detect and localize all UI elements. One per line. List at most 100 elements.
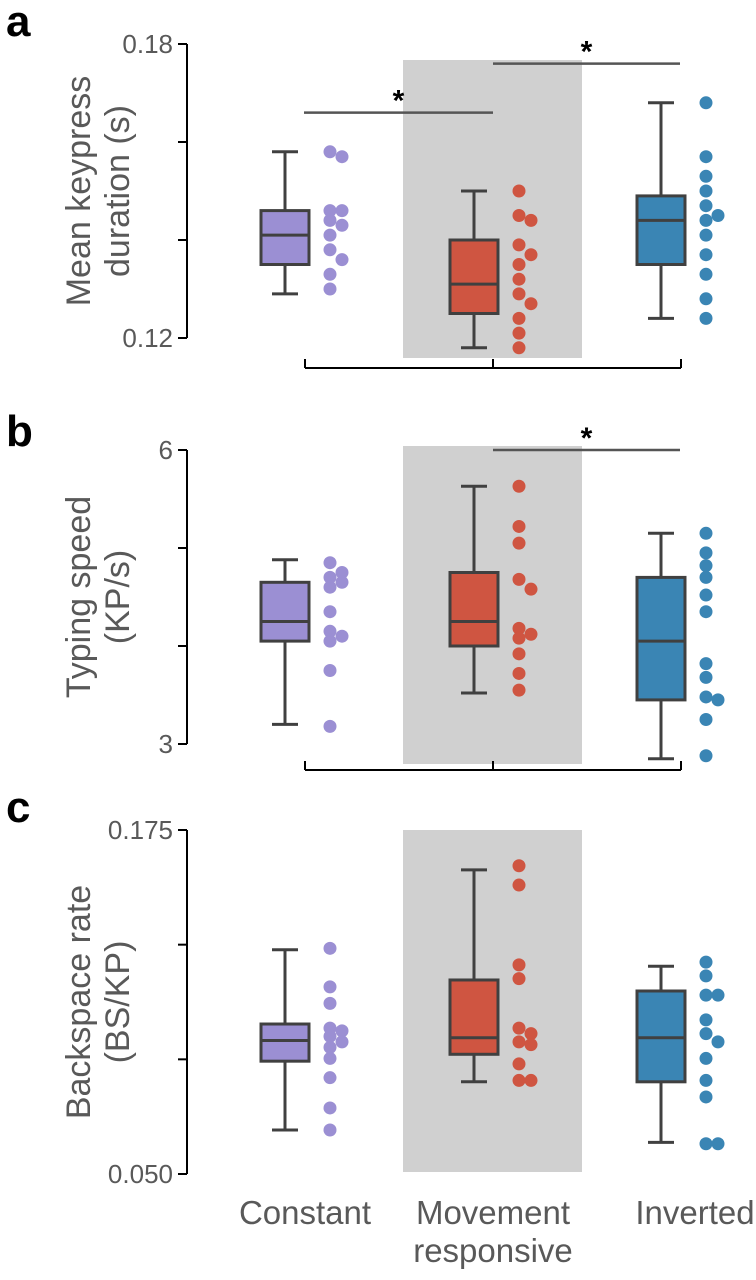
points-constant xyxy=(323,941,349,1137)
data-point xyxy=(335,575,349,589)
data-point xyxy=(699,1073,713,1087)
data-point xyxy=(512,972,526,986)
data-point xyxy=(699,169,713,183)
data-point xyxy=(323,1051,337,1065)
data-point xyxy=(699,1013,713,1027)
significance-star: * xyxy=(393,85,405,118)
panels: a 0.18 0.12 Mean keypressduration (s) * * b 6 3 T… xyxy=(6,0,725,1189)
data-point xyxy=(512,272,526,286)
data-point xyxy=(711,1035,725,1049)
data-point xyxy=(512,287,526,301)
data-point xyxy=(512,184,526,198)
data-point xyxy=(699,184,713,198)
data-point xyxy=(524,627,538,641)
panel-letter: b xyxy=(6,407,33,456)
data-point xyxy=(699,228,713,242)
y-axis-label: Typing speed(KP/s) xyxy=(60,496,137,698)
panel-a: a 0.18 0.12 Mean keypressduration (s) * * xyxy=(6,0,725,369)
data-point xyxy=(512,209,526,222)
data-point xyxy=(699,199,713,213)
box-movement xyxy=(448,189,500,350)
data-point xyxy=(323,980,337,994)
data-point xyxy=(699,605,713,619)
panel-b: b 6 3 Typing speed(KP/s) * xyxy=(6,407,725,771)
panel-c: c 0.175 0.050 Backspace rate(BS/KP) xyxy=(6,783,725,1189)
data-point xyxy=(335,1035,349,1049)
data-point xyxy=(512,519,526,533)
data-point xyxy=(323,204,337,218)
data-point xyxy=(512,859,526,873)
data-point xyxy=(524,1073,538,1087)
data-point xyxy=(699,713,713,726)
data-point xyxy=(512,631,526,645)
data-point xyxy=(335,566,349,579)
data-point xyxy=(699,1027,713,1041)
data-point xyxy=(699,248,713,262)
data-point xyxy=(699,570,713,584)
data-point xyxy=(323,145,337,159)
data-point xyxy=(323,580,337,594)
data-point xyxy=(335,218,349,232)
points-movement xyxy=(512,859,538,1087)
data-point xyxy=(323,996,337,1010)
data-point xyxy=(512,958,526,972)
y-axis-label: Mean keypressduration (s) xyxy=(60,76,137,307)
data-point xyxy=(512,238,526,252)
data-point xyxy=(699,588,713,602)
data-point xyxy=(699,749,713,763)
box-movement xyxy=(448,484,500,695)
category-label: Constant xyxy=(239,1194,371,1231)
data-point xyxy=(323,634,337,648)
data-point xyxy=(699,150,713,164)
data-point xyxy=(512,572,526,586)
data-point xyxy=(524,1038,538,1052)
data-point xyxy=(512,1035,526,1049)
data-point xyxy=(699,546,713,560)
points-constant xyxy=(323,145,349,296)
data-point xyxy=(512,878,526,892)
data-point xyxy=(699,955,713,969)
data-point xyxy=(323,570,337,584)
box-inverted xyxy=(635,101,687,320)
data-point xyxy=(323,267,337,281)
y-axis-label: Backspace rate(BS/KP) xyxy=(60,885,137,1119)
data-point xyxy=(699,1051,713,1065)
points-inverted xyxy=(699,526,725,763)
data-point xyxy=(512,258,526,271)
points-inverted xyxy=(699,96,725,325)
data-point xyxy=(335,204,349,218)
data-point xyxy=(699,690,713,704)
data-point xyxy=(323,282,337,296)
panel-letter: c xyxy=(6,783,30,832)
data-point xyxy=(699,292,713,306)
points-inverted xyxy=(699,955,725,1151)
box-inverted xyxy=(635,964,687,1144)
data-point xyxy=(323,1071,337,1085)
data-point xyxy=(512,341,526,355)
box-iqr xyxy=(448,571,500,648)
data-point xyxy=(323,228,337,242)
box-iqr xyxy=(448,238,500,315)
box-iqr xyxy=(259,580,311,643)
data-point xyxy=(512,311,526,325)
data-point xyxy=(335,629,349,643)
data-point xyxy=(323,1123,337,1137)
data-point xyxy=(335,253,349,267)
data-point xyxy=(699,1137,713,1151)
data-point xyxy=(699,213,713,227)
x-axis-category-labels: Constant Movement responsive Inverted xyxy=(239,1194,755,1269)
data-point xyxy=(699,657,713,671)
category-label: Movement responsive xyxy=(413,1194,573,1269)
data-point xyxy=(335,150,349,164)
data-point xyxy=(699,526,713,540)
y-tick-label: 0.175 xyxy=(108,815,173,845)
data-point xyxy=(711,209,725,222)
data-point xyxy=(524,1027,538,1041)
category-label: Inverted xyxy=(635,1194,754,1231)
data-point xyxy=(512,1021,526,1035)
data-point xyxy=(699,267,713,281)
data-point xyxy=(711,693,725,707)
box-constant xyxy=(259,558,311,726)
data-point xyxy=(524,582,538,596)
data-point xyxy=(323,243,337,257)
